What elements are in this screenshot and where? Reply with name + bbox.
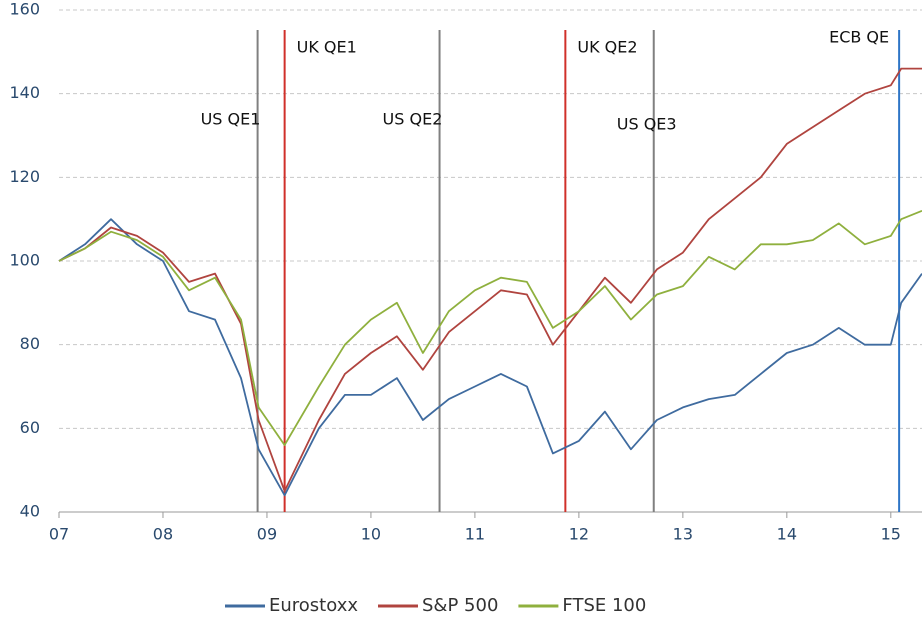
x-tick-label: 15 <box>881 525 901 544</box>
series-line <box>58 67 922 492</box>
y-tick-label: 120 <box>9 167 40 186</box>
series-line <box>58 218 922 497</box>
y-tick-label: 40 <box>20 502 40 521</box>
y-tick-label: 80 <box>20 334 40 353</box>
x-tick-label: 09 <box>257 525 277 544</box>
x-tick-label: 14 <box>777 525 797 544</box>
series-line <box>58 209 922 446</box>
event-label: US QE2 <box>383 110 443 129</box>
event-label: UK QE1 <box>297 38 357 57</box>
x-tick-label: 13 <box>673 525 693 544</box>
event-label: US QE3 <box>617 115 677 134</box>
legend-label: FTSE 100 <box>562 595 646 616</box>
x-tick-label: 10 <box>361 525 381 544</box>
x-tick-label: 08 <box>153 525 173 544</box>
x-tick-label: 12 <box>569 525 589 544</box>
x-tick-label: 07 <box>49 525 69 544</box>
x-tick-label: 11 <box>465 525 485 544</box>
event-label: US QE1 <box>201 110 261 129</box>
event-label: ECB QE <box>829 28 889 47</box>
legend-label: Eurostoxx <box>269 595 358 616</box>
legend-label: S&P 500 <box>422 595 498 616</box>
y-tick-label: 60 <box>20 418 40 437</box>
y-tick-label: 140 <box>9 83 40 102</box>
y-tick-label: 160 <box>9 0 40 19</box>
event-label: UK QE2 <box>577 38 637 57</box>
y-tick-label: 100 <box>9 251 40 270</box>
